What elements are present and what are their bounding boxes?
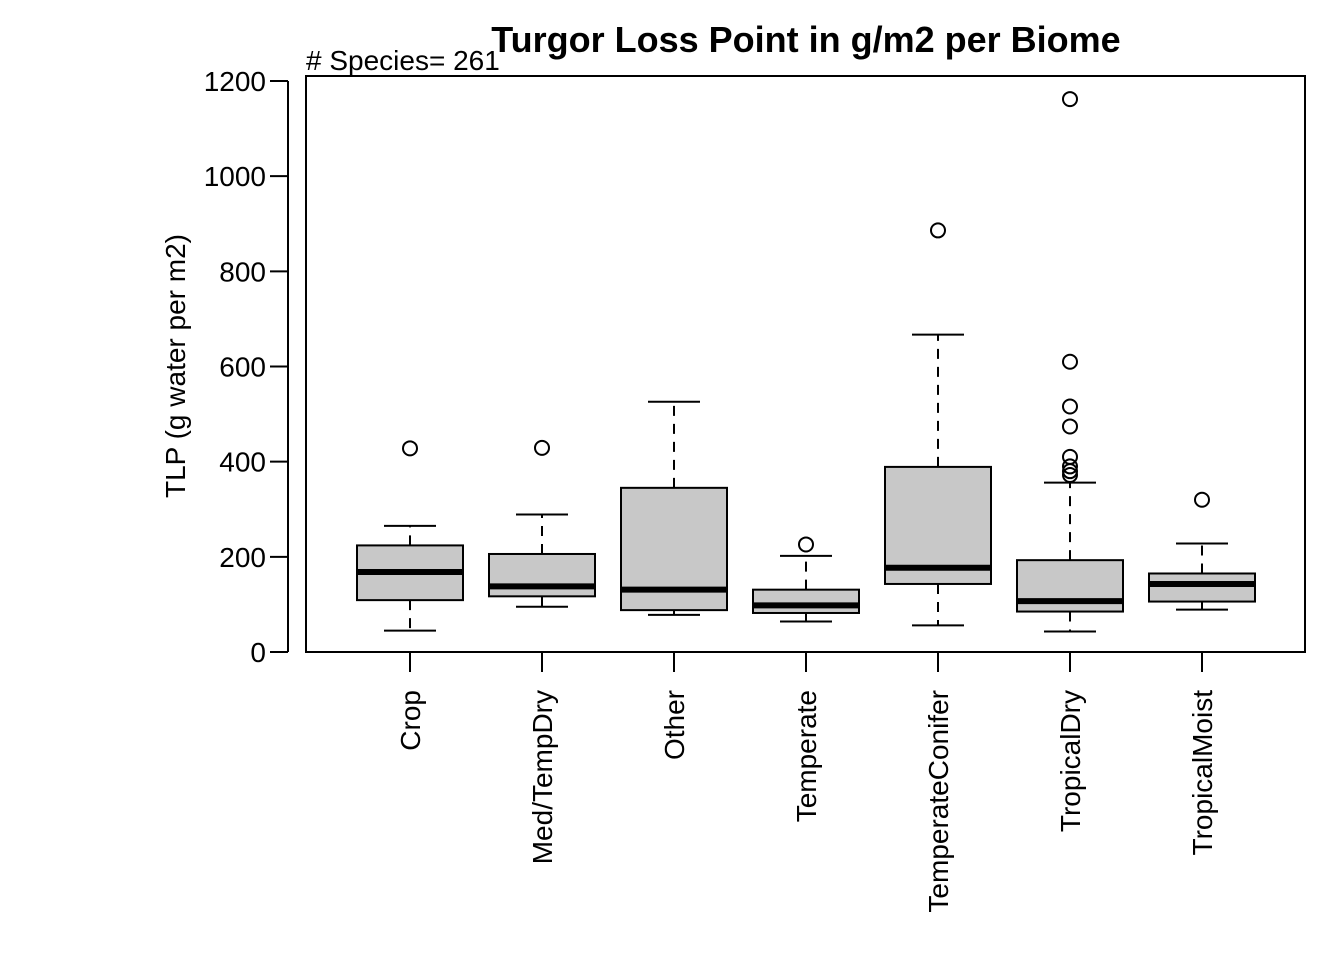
y-axis: 0 200 400 600 800 1000 1200 bbox=[204, 66, 289, 668]
x-tick-label: Med/TempDry bbox=[527, 690, 558, 864]
x-tick-label: TropicalDry bbox=[1055, 690, 1086, 832]
boxes-group bbox=[356, 91, 1256, 633]
x-tick-label: TemperateConifer bbox=[923, 690, 954, 913]
outlier-point bbox=[1194, 491, 1210, 508]
x-axis: Crop Med/TempDry Other Temperate TemperateCo… bbox=[395, 651, 1218, 913]
box-crop bbox=[356, 440, 464, 632]
x-tick-label: TropicalMoist bbox=[1187, 690, 1218, 856]
outlier-point bbox=[402, 440, 418, 457]
iqr-box bbox=[884, 465, 992, 585]
outlier-point bbox=[1062, 448, 1078, 465]
box-other bbox=[620, 400, 728, 616]
iqr-box bbox=[488, 552, 596, 598]
y-tick-label: 800 bbox=[219, 256, 266, 287]
y-tick-label: 200 bbox=[219, 542, 266, 573]
x-tick-label: Temperate bbox=[791, 690, 822, 822]
y-tick-label: 400 bbox=[219, 447, 266, 478]
outlier-point bbox=[1062, 91, 1078, 108]
outlier-point bbox=[1062, 418, 1078, 435]
box-tropicaldry bbox=[1016, 91, 1124, 633]
outlier-point bbox=[1062, 353, 1078, 370]
y-tick-label: 0 bbox=[250, 637, 266, 668]
x-tick-label: Other bbox=[659, 690, 690, 760]
species-count-annotation: # Species= 261 bbox=[306, 45, 500, 76]
box-tropicalmoist bbox=[1148, 491, 1256, 611]
outlier-point bbox=[1062, 458, 1078, 475]
outlier-point bbox=[930, 222, 946, 239]
box-temperate bbox=[752, 536, 860, 623]
y-axis-label: TLP (g water per m2) bbox=[160, 234, 191, 498]
outlier-point bbox=[1062, 398, 1078, 415]
y-tick-label: 1200 bbox=[204, 66, 266, 97]
x-tick-label: Crop bbox=[395, 690, 426, 751]
y-tick-label: 600 bbox=[219, 352, 266, 383]
outlier-point bbox=[798, 536, 814, 553]
iqr-box bbox=[1148, 572, 1256, 603]
box-temperateconifer bbox=[884, 222, 992, 627]
box-med-tempdry bbox=[488, 439, 596, 608]
y-tick-label: 1000 bbox=[204, 161, 266, 192]
chart-title: Turgor Loss Point in g/m2 per Biome bbox=[491, 19, 1120, 60]
iqr-box bbox=[752, 588, 860, 614]
outlier-point bbox=[534, 439, 550, 456]
